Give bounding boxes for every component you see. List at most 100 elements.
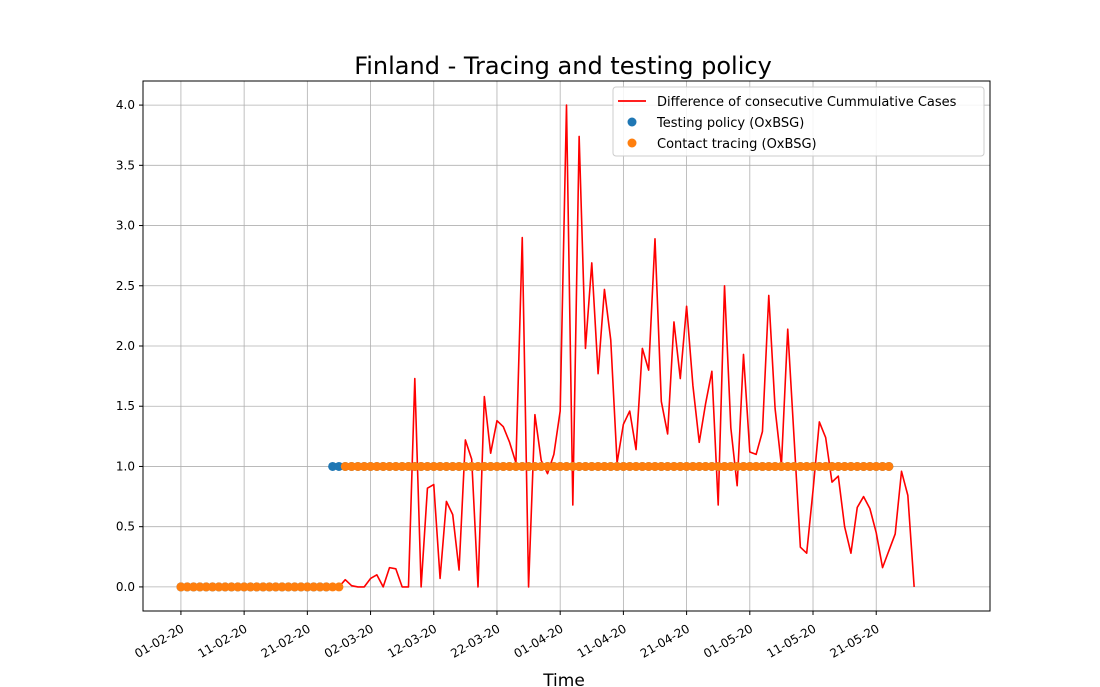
data-point [340,461,350,471]
data-point [296,582,306,592]
data-point [201,582,211,592]
data-point [524,461,534,471]
legend-label-cases: Difference of consecutive Cummulative Ca… [657,95,957,110]
legend-box [612,86,985,157]
x-tick-label: 22-03-20 [448,621,502,660]
data-point [562,461,571,471]
data-point [802,461,812,471]
data-point [701,461,711,471]
data-point [233,582,243,592]
y-tick-label: 2.5 [116,279,135,293]
data-point [334,582,344,592]
data-point [511,461,521,471]
legend-label-tracing: Contact tracing (OxBSG) [657,137,817,152]
data-point [353,461,363,471]
data-point [530,461,540,471]
data-point [821,461,831,471]
y-tick-label: 1.0 [116,459,135,473]
data-point [637,461,647,471]
data-point [840,461,850,471]
data-point [429,461,439,471]
data-point [587,461,597,471]
data-point [884,461,894,471]
data-point [574,461,584,471]
x-tick-label: 11-05-20 [764,621,818,660]
x-axis-ticks: 01-02-20 11-02-20 21-02-20 02-03-20 12-03-20… [132,611,882,661]
chart-title: Finland - Tracing and testing policy [354,52,772,80]
data-point [650,461,660,471]
data-point [675,461,685,471]
data-point [808,461,818,471]
data-point [827,461,837,471]
data-point [479,461,489,471]
data-point [189,582,199,592]
data-point [302,582,312,592]
x-tick-label: 01-04-20 [512,621,566,660]
y-tick-label: 1.5 [116,399,135,413]
data-point [612,461,622,471]
data-point [473,461,483,471]
data-point [833,461,843,471]
data-point [555,461,565,471]
data-point [536,461,546,471]
legend-label-testing: Testing policy (OxBSG) [656,116,804,131]
data-point [669,461,679,471]
data-point [631,461,641,471]
data-point [732,461,742,471]
y-tick-label: 2.0 [116,339,135,353]
x-tick-label: 12-03-20 [385,621,439,660]
data-point [182,582,192,592]
y-tick-label: 3.5 [116,158,135,172]
data-point [764,461,774,471]
data-point [852,461,862,471]
data-point [498,461,508,471]
data-point [814,461,824,471]
data-point [505,461,515,471]
y-tick-label: 3.0 [116,219,135,233]
x-tick-label: 21-05-20 [828,621,882,660]
data-point [568,461,578,471]
data-point [372,461,382,471]
data-point [208,582,218,592]
data-point [663,461,673,471]
data-point [846,461,856,471]
data-point [467,461,477,471]
data-point [682,461,692,471]
data-point [618,461,628,471]
data-point [176,582,186,592]
series-line-cases [338,104,915,588]
y-axis-ticks: 0.0 0.5 1.0 1.5 2.0 2.5 3.0 3.5 4.0 [116,98,143,594]
legend-dot-tracing [627,138,637,148]
data-point [713,461,723,471]
x-tick-label: 21-02-20 [259,621,313,660]
data-point [416,461,426,471]
data-point [378,461,388,471]
data-point [385,461,395,471]
x-tick-label: 11-02-20 [195,621,249,660]
data-point [309,582,319,592]
data-point [441,461,451,471]
data-point [448,461,458,471]
data-point [795,461,805,471]
x-tick-label: 11-04-20 [575,621,629,660]
data-point [214,582,224,592]
data-point [435,461,445,471]
data-point [264,582,274,592]
data-point [720,461,730,471]
data-point [783,461,793,471]
series-points-tracing [176,461,894,592]
data-point [422,461,432,471]
data-point [328,461,338,471]
data-point [707,461,717,471]
data-point [688,461,698,471]
data-point [277,582,287,592]
data-point [757,461,767,471]
x-axis-title: Time [542,671,585,687]
data-point [776,461,786,471]
data-point [258,582,268,592]
data-point [283,582,293,592]
data-point [549,461,559,471]
data-point [770,461,780,471]
data-point [347,461,357,471]
data-point [391,461,401,471]
